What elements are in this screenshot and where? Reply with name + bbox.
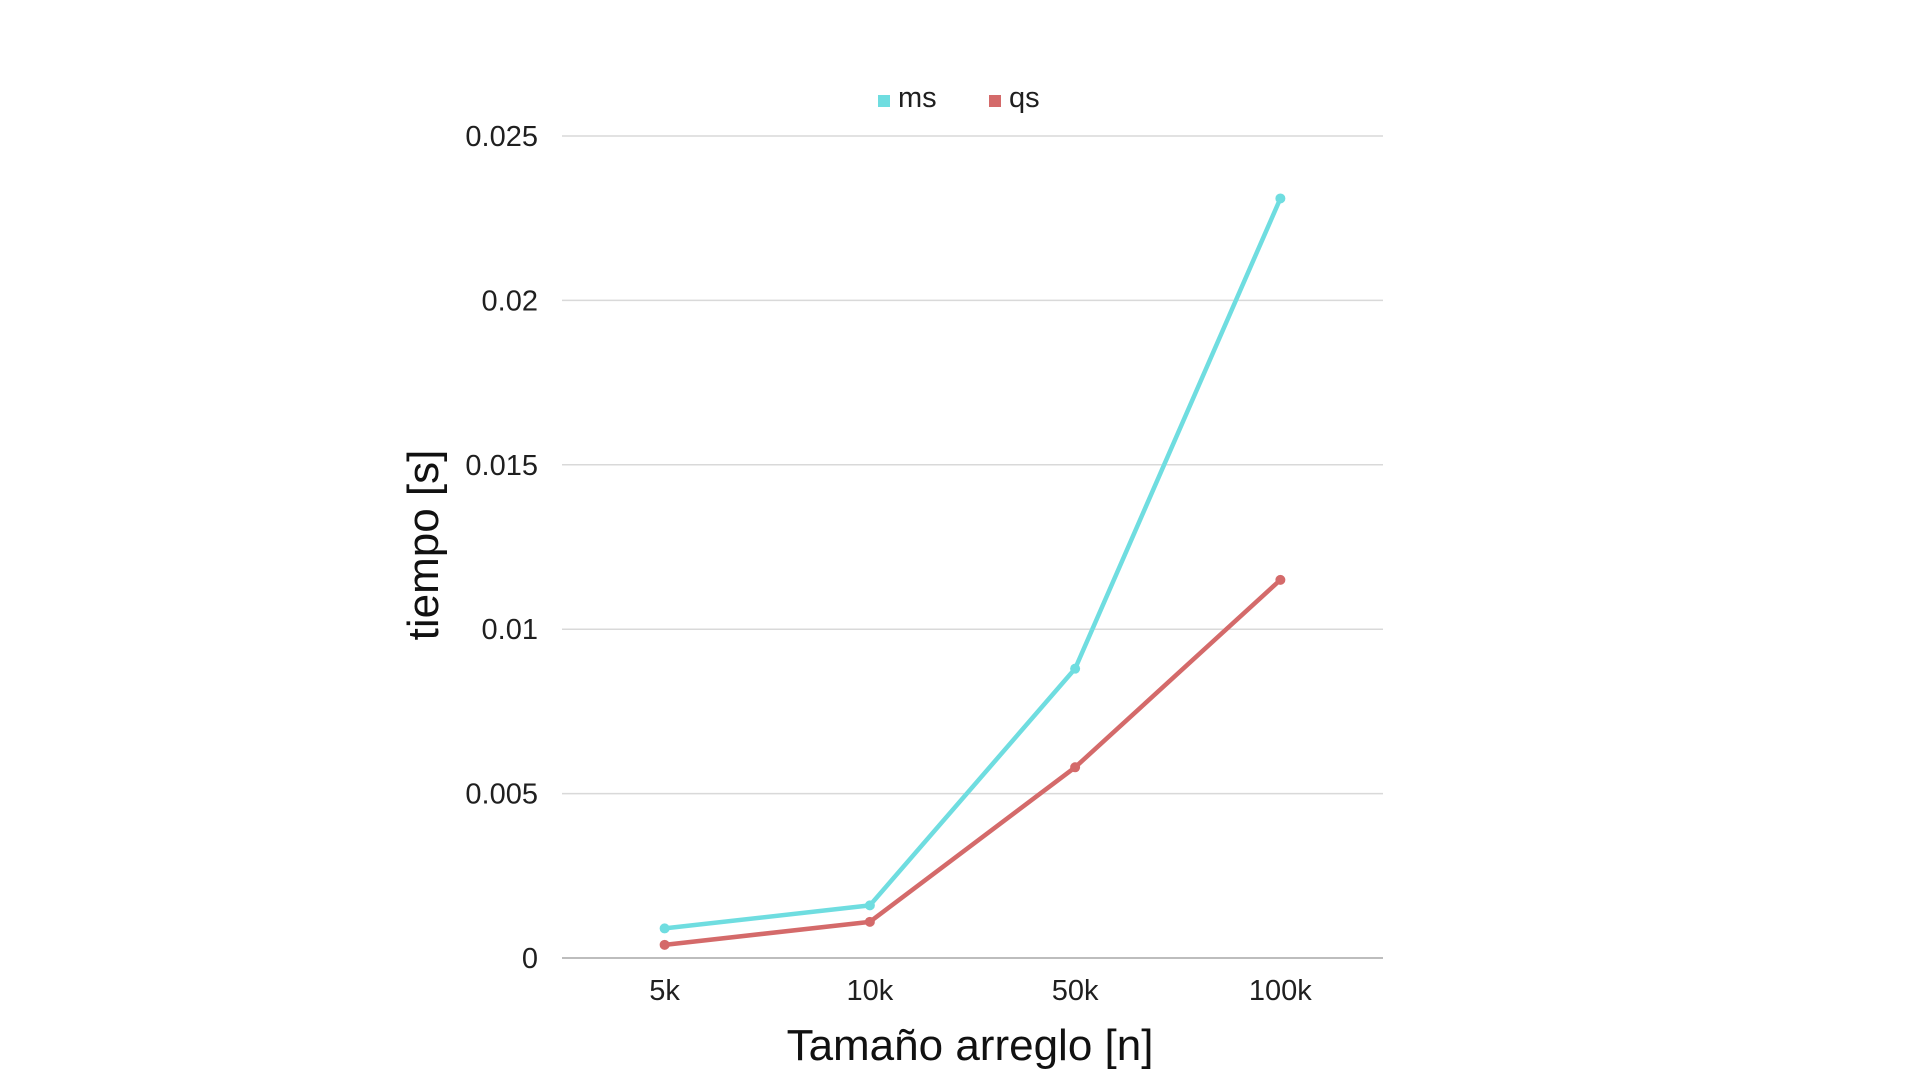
legend-swatch (878, 95, 890, 107)
y-tick-label: 0.01 (482, 614, 538, 646)
x-tick-label: 10k (846, 975, 893, 1007)
legend-label: ms (898, 82, 937, 114)
data-point-qs (1070, 762, 1081, 773)
data-point-qs (659, 939, 670, 950)
x-axis-ticks: 5k 10k 50k 100k (649, 975, 1312, 1007)
series-qs (659, 574, 1286, 950)
legend-swatch (989, 95, 1001, 107)
x-tick-label: 100k (1249, 975, 1312, 1007)
data-point-ms (1275, 193, 1286, 204)
data-point-ms (864, 900, 875, 911)
series-lines (659, 193, 1286, 950)
y-axis-title: tiempo [s] (399, 450, 448, 641)
y-tick-label: 0.025 (465, 121, 538, 153)
legend-item-ms: ms (878, 82, 937, 114)
data-point-qs (1275, 574, 1286, 585)
y-tick-label: 0 (522, 943, 538, 975)
data-point-ms (1070, 663, 1081, 674)
y-tick-label: 0.02 (482, 285, 538, 317)
data-point-ms (659, 923, 670, 934)
gridlines (562, 135, 1383, 959)
x-tick-label: 50k (1052, 975, 1099, 1007)
y-tick-label: 0.005 (465, 779, 538, 811)
series-ms (659, 193, 1286, 934)
series-line-ms (662, 196, 1283, 931)
x-tick-label: 5k (649, 975, 680, 1007)
legend-item-qs: qs (989, 82, 1040, 114)
legend-label: qs (1009, 82, 1040, 114)
y-axis-ticks: 0 0.005 0.01 0.015 0.02 0.025 (465, 121, 538, 975)
y-tick-label: 0.015 (465, 450, 538, 482)
legend: ms qs (878, 82, 1040, 114)
x-axis-title: Tamaño arreglo [n] (787, 1021, 1154, 1070)
data-point-qs (864, 916, 875, 927)
series-line-qs (662, 577, 1283, 948)
